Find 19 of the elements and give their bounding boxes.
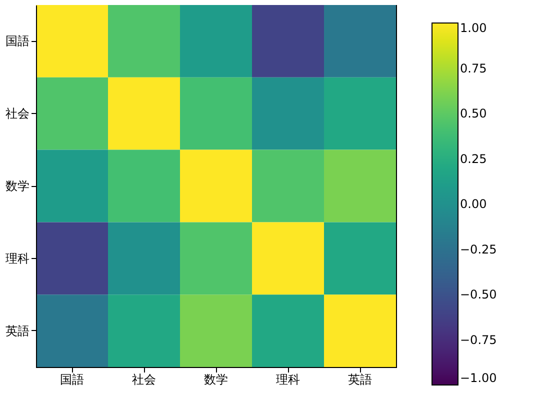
- color-bar-label: −0.25: [460, 242, 497, 256]
- color-bar-label: −0.50: [460, 288, 497, 302]
- x-tick-label: 数学: [204, 372, 228, 386]
- color-bar-label: 0.50: [460, 106, 487, 120]
- x-tick-label: 英語: [348, 372, 372, 386]
- color-bar-label: 0.25: [460, 152, 487, 166]
- color-bar-label: 0.00: [460, 197, 487, 211]
- color-bar-label: 1.00: [460, 21, 487, 35]
- x-tick-label: 理科: [276, 372, 300, 386]
- x-tick-label: 社会: [132, 372, 156, 386]
- y-tick-label: 英語: [6, 324, 30, 338]
- y-tick-label: 国語: [6, 34, 30, 48]
- y-tick-label: 数学: [6, 179, 30, 193]
- y-tick-label: 理科: [6, 251, 30, 266]
- color-bar-label: 0.75: [460, 61, 487, 76]
- color-bar-label: −1.00: [460, 371, 497, 385]
- color-bar-label: −0.75: [460, 332, 497, 347]
- y-tick-label: 社会: [6, 106, 30, 121]
- x-tick-label: 国語: [60, 372, 84, 386]
